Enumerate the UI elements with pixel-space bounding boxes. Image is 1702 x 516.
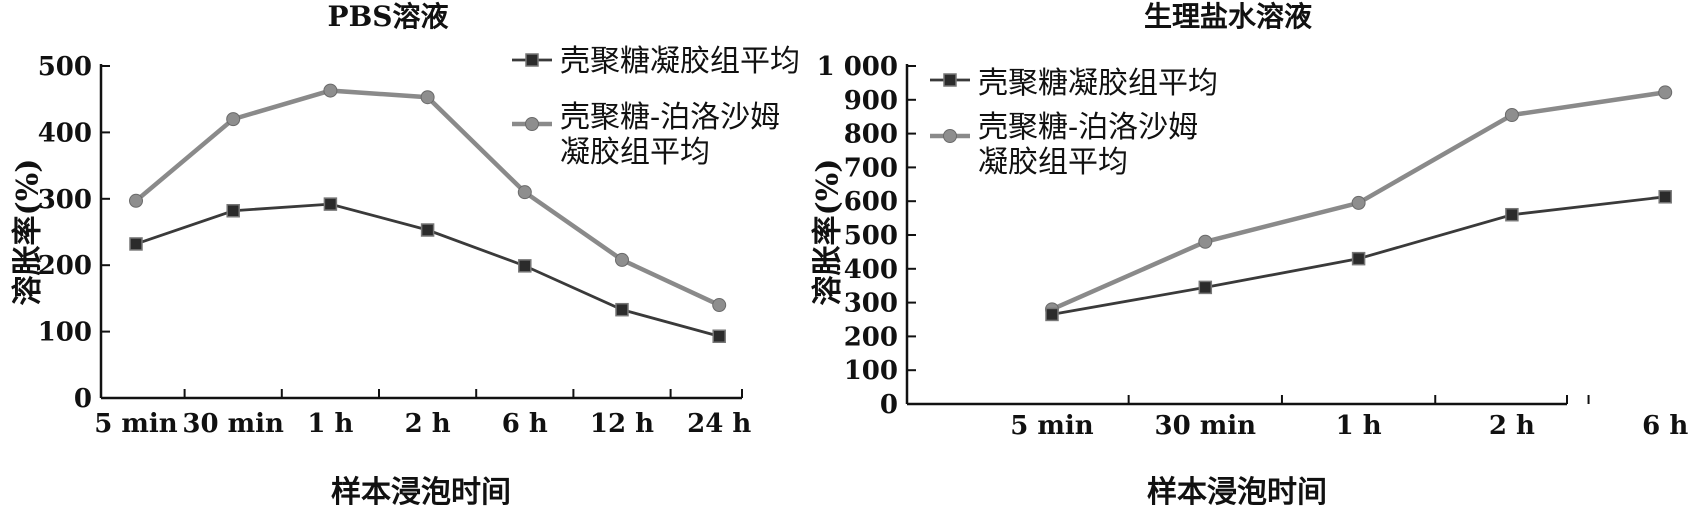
data-point-circle [1658,85,1673,100]
chart-title: PBS溶液 [328,0,449,33]
data-point-square [518,259,532,273]
y-axis-label: 溶胀率(%) [811,159,846,306]
x-tick-label: 1 h [1336,411,1382,441]
data-point-circle [420,90,435,105]
data-point-circle [1351,195,1366,210]
data-point-square [129,237,143,251]
data-point-square [712,329,726,343]
legend-marker-square [943,73,957,87]
y-tick-label: 200 [38,251,92,281]
x-tick-label: 5 min [94,409,178,439]
legend-label: 壳聚糖-泊洛沙姆凝胶组平均 [560,100,780,170]
legend-label: 壳聚糖-泊洛沙姆凝胶组平均 [978,110,1198,180]
y-tick-label: 300 [38,185,92,215]
x-axis-label: 样本浸泡时间 [1147,475,1327,510]
legend-label: 壳聚糖凝胶组平均 [978,66,1218,101]
data-point-circle [1198,234,1213,249]
y-tick-label: 700 [844,153,898,183]
data-point-circle [323,83,338,98]
y-tick-label: 100 [38,318,92,348]
legend-label: 壳聚糖凝胶组平均 [560,44,800,79]
data-point-circle [226,112,241,127]
x-tick-label: 30 min [1155,411,1257,441]
x-tick-label: 2 h [405,409,451,439]
legend-marker-circle [943,129,957,143]
data-point-square [1045,307,1059,322]
legend-label-line: 凝胶组平均 [978,145,1128,180]
x-tick-label: 30 min [182,409,284,439]
y-tick-label: 600 [844,187,898,217]
data-point-square [1198,280,1213,295]
y-tick-label: 1 000 [817,52,898,82]
x-tick-label: 6 h [1642,411,1688,441]
legend-label-line: 壳聚糖-泊洛沙姆 [978,110,1198,145]
y-tick-label: 900 [844,86,898,116]
y-tick-label: 800 [844,120,898,150]
data-point-circle [615,252,629,267]
x-tick-label: 6 h [502,409,548,439]
x-tick-label: 5 min [1010,411,1094,441]
data-point-square [1658,190,1672,204]
y-tick-label: 100 [844,356,898,386]
chart-title: 生理盐水溶液 [1144,0,1312,33]
x-axis-label: 样本浸泡时间 [331,475,511,510]
data-point-square [226,204,240,218]
x-tick-label: 24 h [687,409,751,439]
data-point-circle [1504,108,1519,123]
y-tick-label: 0 [74,384,92,414]
x-tick-label: 2 h [1489,411,1535,441]
y-tick-label: 400 [38,118,92,148]
y-tick-label: 500 [844,221,898,251]
data-point-square [1351,251,1366,266]
y-tick-label: 0 [880,390,898,420]
y-tick-label: 300 [844,289,898,319]
legend-marker-circle [525,117,539,131]
data-point-circle [712,298,727,313]
x-tick-label: 1 h [307,409,353,439]
x-tick-label: 12 h [590,409,654,439]
data-point-square [615,302,629,317]
y-tick-label: 200 [844,322,898,352]
data-point-square [420,223,435,237]
y-tick-label: 500 [38,52,92,82]
legend-label-line: 壳聚糖-泊洛沙姆 [560,100,780,135]
y-axis-label: 溶胀率(%) [11,159,46,306]
data-point-circle [129,193,143,208]
data-point-square [323,197,338,211]
data-point-circle [517,185,532,200]
legend-marker-square [525,53,539,67]
y-tick-label: 400 [844,255,898,285]
data-point-square [1505,207,1519,222]
legend-label-line: 凝胶组平均 [560,135,710,170]
